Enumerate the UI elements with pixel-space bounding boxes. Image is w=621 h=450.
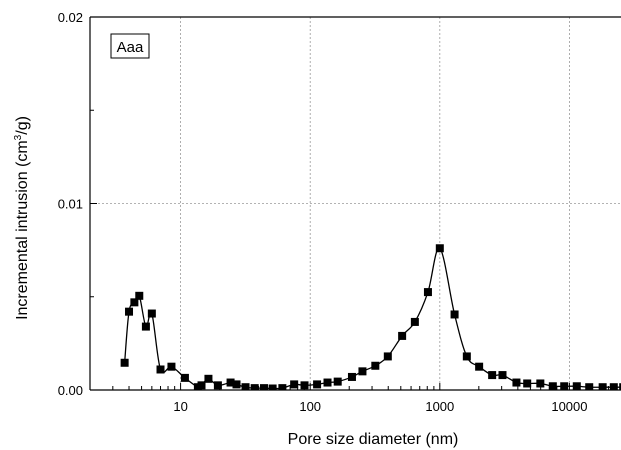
data-point xyxy=(323,378,332,387)
data-point xyxy=(598,383,607,390)
data-point xyxy=(204,374,213,383)
data-point xyxy=(232,380,241,389)
x-tick-label: 10 xyxy=(173,399,187,414)
data-points xyxy=(120,244,621,390)
data-point xyxy=(130,298,139,307)
data-point xyxy=(462,352,471,361)
data-point xyxy=(147,309,156,318)
data-point xyxy=(435,244,444,253)
x-tick-label: 1000 xyxy=(425,399,454,414)
data-point xyxy=(135,291,144,300)
tick-labels: 10 100 1000 10000 0.00 0.01 0.02 xyxy=(58,10,588,414)
data-point xyxy=(609,383,618,390)
y-tick-label: 0.00 xyxy=(58,383,83,398)
data-point xyxy=(278,384,287,390)
axis-ticks xyxy=(89,16,609,391)
data-point xyxy=(450,310,459,319)
data-point xyxy=(560,382,569,390)
data-point xyxy=(619,383,621,390)
data-point xyxy=(250,384,259,390)
data-point xyxy=(536,379,545,388)
data-point xyxy=(585,383,594,390)
y-axis-title: Incremental intrusion (cm3/g) xyxy=(13,116,31,320)
x-tick-label: 100 xyxy=(299,399,321,414)
grid-lines xyxy=(90,17,621,390)
data-point xyxy=(410,317,419,326)
y-axis-title-main: Incremental intrusion (cm xyxy=(14,140,31,320)
data-point xyxy=(241,383,250,390)
data-point xyxy=(141,322,150,331)
data-point xyxy=(156,365,165,374)
data-point xyxy=(290,380,299,389)
data-point xyxy=(475,362,484,371)
y-axis-title-sup: 3 xyxy=(13,134,24,140)
data-point xyxy=(488,371,497,380)
data-point xyxy=(398,331,407,340)
data-point xyxy=(197,381,206,390)
annotation-box: Aaa xyxy=(110,33,150,59)
y-axis-title-tail: /g) xyxy=(14,116,31,135)
data-point xyxy=(512,378,521,387)
data-point xyxy=(548,382,557,390)
y-tick-label: 0.01 xyxy=(58,197,83,212)
data-point xyxy=(120,358,129,367)
annotation-label: Aaa xyxy=(117,39,144,56)
data-point xyxy=(423,288,432,297)
data-point xyxy=(383,352,392,361)
data-point xyxy=(213,381,222,390)
data-point xyxy=(371,361,380,370)
data-point xyxy=(259,384,268,390)
data-point xyxy=(523,379,532,388)
data-point xyxy=(333,377,342,386)
y-tick-label: 0.02 xyxy=(58,10,83,25)
data-point xyxy=(167,362,176,371)
data-point xyxy=(358,367,367,376)
data-point xyxy=(226,378,235,387)
data-point xyxy=(268,384,277,390)
data-point xyxy=(125,307,134,316)
data-point xyxy=(347,372,356,381)
data-point xyxy=(300,381,309,390)
x-axis-title: Pore size diameter (nm) xyxy=(288,431,459,448)
data-point xyxy=(572,382,581,390)
data-point xyxy=(498,371,507,380)
data-point xyxy=(313,380,322,389)
data-point xyxy=(180,373,189,382)
x-tick-label: 10000 xyxy=(551,399,587,414)
